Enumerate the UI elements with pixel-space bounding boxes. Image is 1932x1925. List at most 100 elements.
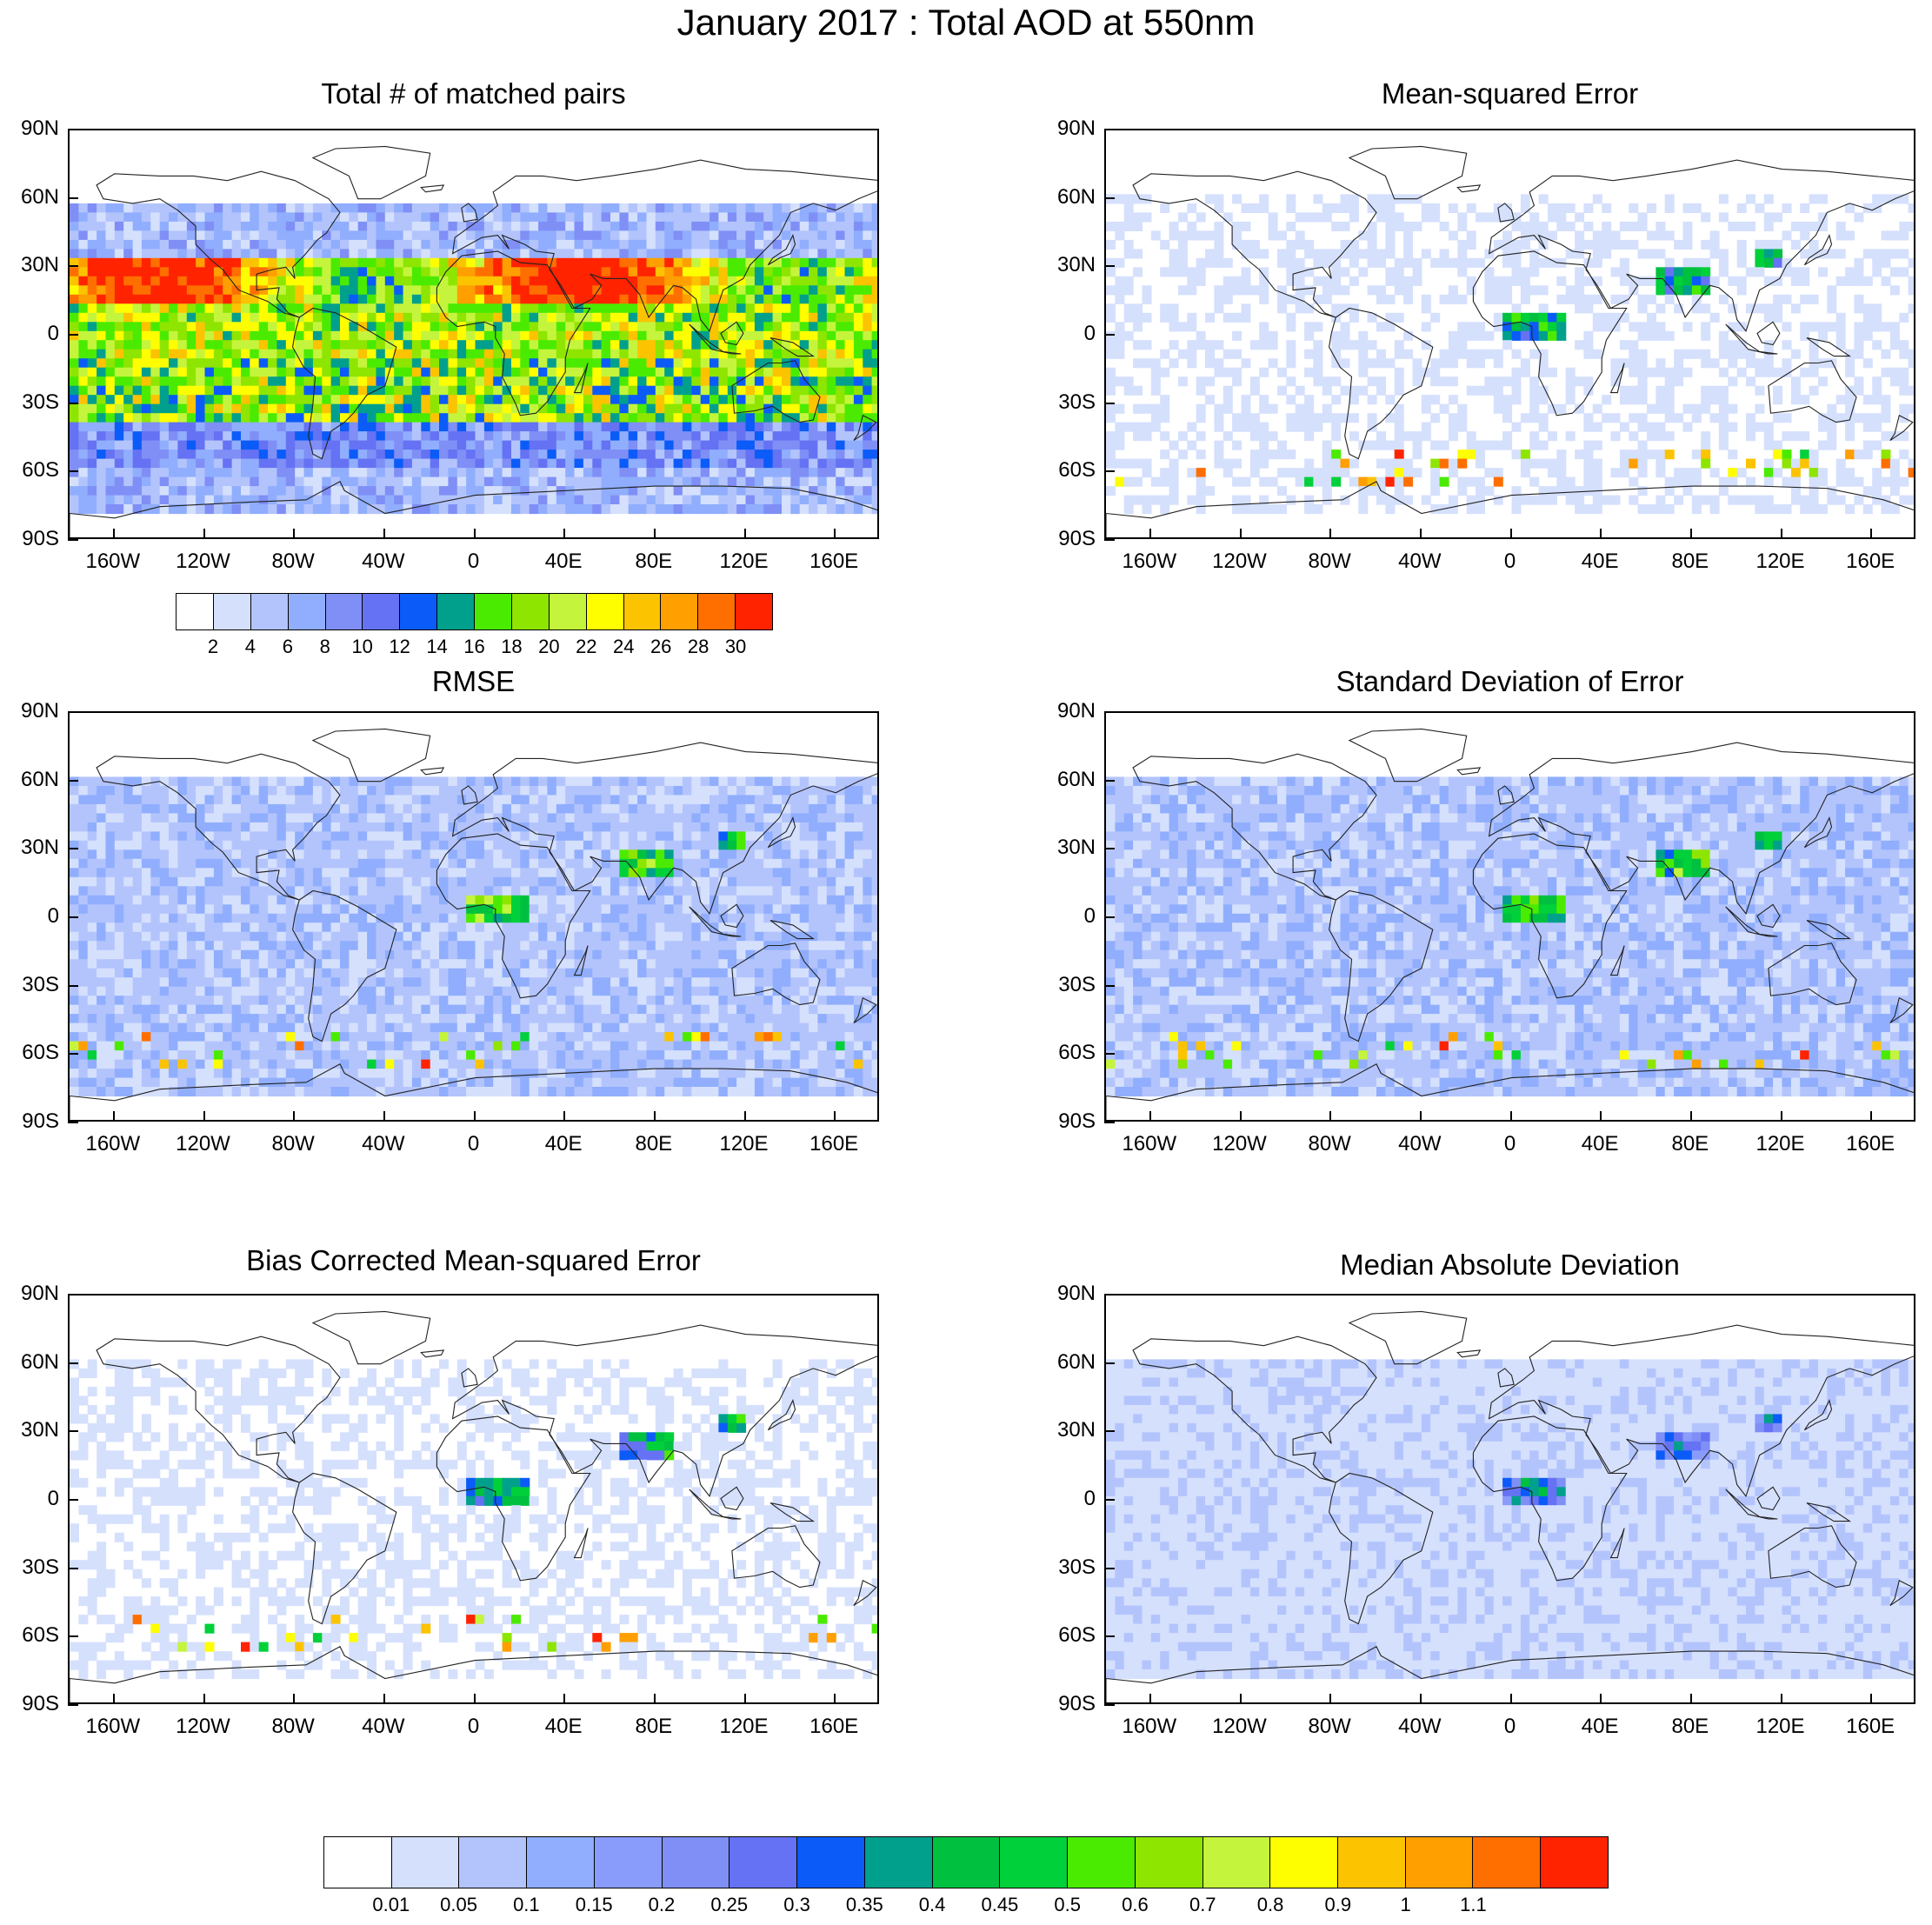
lon-tick-label: 160W	[85, 550, 141, 573]
lon-tick-mark	[1600, 1111, 1602, 1122]
lat-tick-label: 0	[1083, 322, 1096, 345]
lon-tick-label: 40W	[362, 1132, 405, 1156]
lon-tick-label: 0	[467, 1715, 480, 1738]
lat-tick-mark	[1104, 1567, 1115, 1569]
map-mad	[1104, 1294, 1915, 1704]
lat-tick-mark	[1104, 265, 1115, 268]
coastline-south-america	[1329, 1472, 1434, 1625]
coastline-madagascar	[1609, 1528, 1625, 1559]
lon-tick-mark	[293, 529, 296, 539]
coastline-north-america	[96, 753, 341, 901]
colorbar-swatch	[1068, 1837, 1136, 1888]
lon-tick-mark	[1689, 1694, 1692, 1704]
lon-tick-mark	[383, 1694, 385, 1704]
colorbar-swatch	[736, 594, 772, 629]
colorbar-label: 0.8	[1256, 1894, 1284, 1915]
coastline-new-zealand	[853, 1579, 877, 1607]
panel-title: Standard Deviation of Error	[1336, 665, 1684, 697]
map-canvas	[70, 1310, 877, 1702]
coastline-madagascar	[573, 363, 589, 394]
lon-tick-mark	[653, 529, 656, 539]
lon-tick-label: 80E	[635, 550, 673, 573]
coastline-antarctica	[1106, 1063, 1914, 1120]
colorbar-label: 0.05	[440, 1894, 477, 1915]
colorbar-label: 0.45	[981, 1894, 1019, 1915]
colorbar-label: 8	[319, 636, 330, 657]
lon-tick-label: 120W	[176, 1715, 230, 1738]
coastline-north-america	[96, 1336, 341, 1483]
lat-tick-mark	[1104, 1053, 1115, 1056]
lat-tick-label: 90N	[20, 1282, 59, 1305]
lon-tick-label: 40W	[362, 550, 405, 573]
coastline-africa	[436, 250, 591, 416]
coastline-antarctica	[70, 1646, 877, 1702]
lat-tick-label: 60S	[22, 1041, 59, 1065]
panel-title: Mean-squared Error	[1381, 77, 1639, 110]
colorbar-label: 0.01	[372, 1894, 410, 1915]
lon-tick-label: 120E	[719, 550, 769, 573]
lon-tick-mark	[1329, 1694, 1332, 1704]
lat-tick-label: 60N	[1056, 184, 1096, 209]
lon-tick-label: 40E	[1581, 1132, 1619, 1156]
lon-tick-mark	[743, 1694, 746, 1704]
coastline-new-guinea	[1806, 1502, 1852, 1522]
lon-tick-mark	[1509, 1111, 1512, 1122]
colorbar-swatch	[400, 594, 438, 629]
lon-tick-label: 80W	[271, 1715, 315, 1738]
coastline-australia	[1768, 360, 1857, 423]
coastline-greenland	[311, 728, 431, 783]
colorbar-swatch	[1405, 1837, 1474, 1888]
coastline-greenland	[1348, 728, 1468, 783]
lat-tick-mark	[68, 1122, 78, 1123]
colorbar-swatch	[586, 594, 624, 629]
colorbar-swatch	[391, 1837, 460, 1888]
coastline-eurasia	[1488, 159, 1914, 332]
coastline-madagascar	[1609, 363, 1625, 394]
lat-tick-mark	[68, 334, 78, 336]
lon-tick-label: 160E	[809, 1715, 859, 1738]
lat-tick-label: 30N	[20, 1418, 59, 1442]
lat-tick-label: 60S	[22, 1623, 59, 1648]
lon-tick-label: 160E	[1846, 550, 1895, 573]
lon-tick-mark	[112, 1111, 115, 1122]
lon-tick-mark	[743, 529, 746, 539]
lon-tick-mark	[293, 1694, 296, 1704]
lon-tick-label: 120E	[719, 1715, 769, 1738]
coastline-antarctica	[70, 1063, 877, 1120]
colorbar-label: 1	[1400, 1894, 1411, 1915]
lon-tick-mark	[112, 529, 115, 539]
lon-tick-label: 40E	[544, 1715, 583, 1738]
lon-tick-label: 80E	[1671, 1715, 1709, 1738]
coastline-africa	[1472, 1415, 1628, 1582]
colorbar-swatch	[797, 1837, 865, 1888]
coastline-south-america	[1329, 307, 1434, 460]
map-canvas	[1106, 728, 1914, 1120]
lat-tick-mark	[68, 265, 78, 268]
map-bcmse	[68, 1294, 879, 1704]
colorbar-label: 18	[501, 636, 523, 657]
lon-tick-mark	[293, 1111, 296, 1122]
lat-tick-mark	[68, 1430, 78, 1433]
coastline-north-america	[1132, 170, 1377, 318]
coastline-uk	[1497, 1368, 1515, 1388]
lon-tick-mark	[1780, 529, 1782, 539]
lon-tick-label: 160E	[1846, 1715, 1895, 1738]
coastline-new-zealand	[1889, 414, 1914, 442]
colorbar-swatch	[363, 594, 401, 629]
lon-tick-label: 160E	[809, 1132, 859, 1156]
coastline-south-america	[292, 889, 397, 1042]
coastline-new-zealand	[1889, 1579, 1914, 1607]
lat-tick-mark	[1104, 196, 1115, 199]
figure-title: January 2017 : Total AOD at 550nm	[676, 2, 1256, 43]
lat-tick-label: 90N	[20, 699, 59, 723]
lat-tick-label: 90S	[22, 527, 59, 550]
lat-tick-label: 0	[1083, 1487, 1096, 1510]
lat-tick-mark	[68, 711, 78, 713]
colorbar-swatch	[1135, 1837, 1203, 1888]
lon-tick-label: 40W	[1398, 550, 1442, 573]
lat-tick-label: 90N	[1056, 699, 1096, 723]
map-canvas	[1106, 1310, 1914, 1702]
colorbar-label: 0.7	[1189, 1894, 1216, 1915]
coastline-south-america	[1329, 889, 1434, 1042]
coastline-new-zealand	[853, 996, 877, 1024]
